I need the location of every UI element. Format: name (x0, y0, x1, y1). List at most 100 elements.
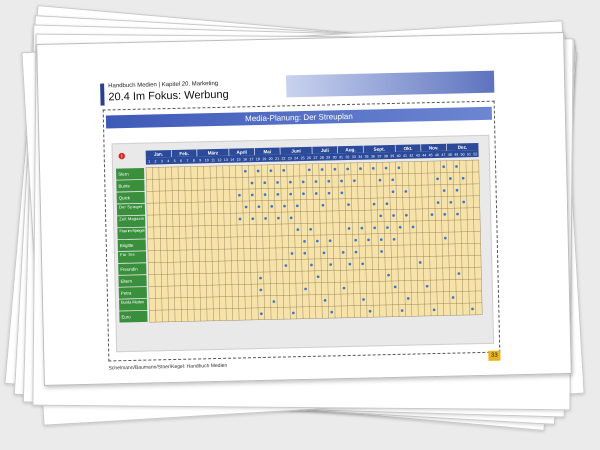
media-row-label (118, 286, 147, 299)
insertion-dot (309, 227, 313, 231)
week-gridline (472, 160, 477, 315)
insertion-dot (259, 276, 262, 280)
week-gridline (376, 162, 381, 318)
media-name: Quick (119, 195, 131, 200)
media-row-label (116, 179, 145, 192)
week-number: 36 (371, 155, 375, 159)
insertion-dot (321, 203, 325, 207)
week-gridline (331, 163, 336, 319)
insertion-dot (307, 168, 311, 172)
row-gridline (147, 219, 481, 228)
insertion-dot (380, 250, 383, 253)
week-gridline (177, 166, 182, 322)
insertion-dot (387, 273, 390, 277)
insertion-dot (238, 193, 241, 197)
insertion-dot (400, 309, 404, 312)
media-row-label (117, 227, 146, 240)
media-name: Stern (118, 172, 129, 177)
insertion-dot (354, 238, 358, 242)
week-gridline (273, 164, 278, 320)
week-number: 34 (358, 155, 362, 159)
insertion-dot (284, 264, 288, 267)
insertion-dot (260, 312, 263, 316)
insertion-dot (443, 236, 447, 240)
week-gridline (158, 167, 163, 322)
row-gridline (149, 302, 482, 311)
week-number: 50 (461, 153, 465, 157)
insertion-dot (328, 239, 332, 243)
insertion-dot (443, 213, 447, 216)
insertion-dot (404, 190, 408, 193)
insertion-dot (277, 216, 280, 220)
week-header-bar (145, 150, 479, 165)
week-number: 43 (416, 154, 420, 158)
insertion-dot (259, 288, 263, 292)
insertion-dot (289, 192, 293, 196)
week-number: 9 (199, 159, 201, 163)
insertion-dot (354, 250, 358, 254)
insertion-dot (405, 213, 408, 217)
insertion-dot (329, 263, 333, 266)
insertion-dot (302, 192, 305, 196)
media-row-label (118, 263, 147, 275)
week-number: 6 (180, 159, 182, 163)
insertion-dot (372, 202, 376, 206)
insertion-dot (457, 272, 461, 275)
media-plan-table: ! Jan. Feb. März April Mai Juni Juli Aug. Sept. Ok… (111, 134, 495, 353)
week-gridline (299, 164, 304, 319)
month-label: Okt. (404, 146, 413, 151)
insertion-dot (425, 284, 429, 288)
week-number: 2 (154, 160, 156, 164)
insertion-dot (392, 237, 396, 241)
week-gridline (145, 167, 150, 323)
insertion-dot (310, 263, 313, 267)
insertion-dot (283, 204, 286, 208)
insertion-dot (348, 262, 352, 266)
insertion-dot (455, 188, 459, 192)
week-number: 47 (441, 153, 445, 157)
month-label: Mai (263, 149, 271, 154)
week-number: 51 (467, 152, 471, 156)
week-number: 1 (148, 160, 150, 164)
insertion-dot (456, 212, 459, 216)
month-label: Nov. (429, 145, 439, 150)
week-gridline (408, 161, 413, 317)
footer-credit: Schelmann/Baumann/Stoer/Kegel: Handbuch … (108, 362, 228, 372)
month-label: Juli (321, 148, 329, 153)
week-number: 19 (262, 157, 266, 161)
insertion-dot (360, 226, 364, 230)
insertion-dot (368, 309, 372, 313)
week-gridline (209, 166, 214, 321)
insertion-dot (373, 226, 376, 230)
row-gridline (148, 255, 481, 263)
week-gridline (395, 161, 400, 317)
week-gridline (197, 166, 201, 322)
week-gridline (293, 164, 297, 319)
insertion-dot (436, 201, 440, 204)
media-row-label (116, 203, 146, 216)
insertion-dot (359, 167, 362, 171)
week-number: 40 (397, 154, 401, 158)
insertion-dot (327, 179, 331, 183)
insertion-dot (314, 180, 318, 183)
month-label: Sept. (374, 147, 385, 152)
week-gridline (241, 165, 246, 321)
row-gridline (147, 243, 481, 252)
week-number: 27 (313, 156, 317, 160)
week-number: 17 (249, 157, 253, 161)
insertion-dot (430, 213, 434, 216)
week-gridline (171, 166, 176, 322)
insertion-dot (314, 192, 318, 195)
week-gridline (344, 163, 349, 318)
insertion-dot (462, 200, 466, 204)
row-gridline (149, 314, 483, 323)
document-page: Handbuch Medien | Kapitel 20. Marketing … (36, 32, 572, 386)
media-name: Frau im Spiegel (119, 228, 144, 234)
week-number: 26 (307, 156, 311, 160)
week-number: 45 (429, 153, 433, 157)
insertion-dot (362, 298, 365, 301)
insertion-dot (292, 311, 295, 315)
week-number: 52 (473, 152, 477, 156)
row-gridline (146, 195, 480, 204)
week-number: 23 (288, 156, 292, 160)
